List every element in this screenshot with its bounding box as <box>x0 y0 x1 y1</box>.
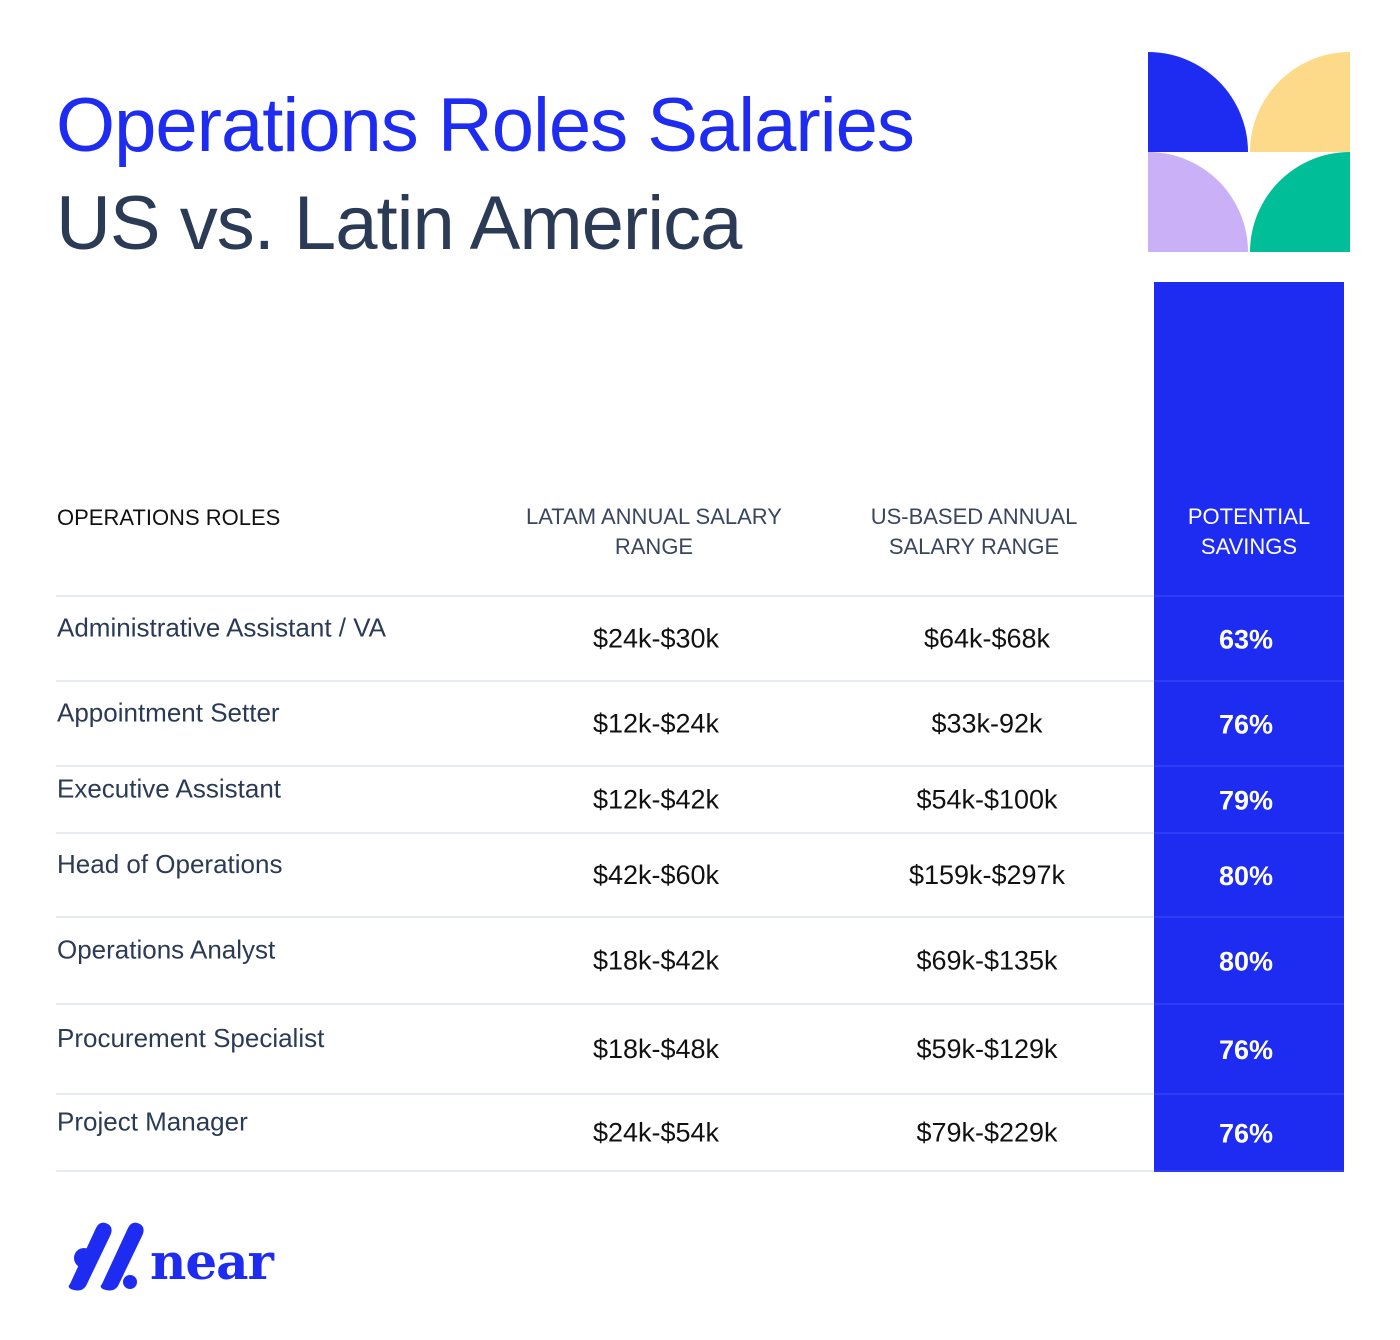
savings-cell: 63% <box>1219 625 1273 655</box>
brand-wordmark: near <box>150 1232 274 1291</box>
role-cell: Executive Assistant <box>57 774 282 804</box>
blue-quarter-shape <box>1148 52 1248 152</box>
role-cell: Operations Analyst <box>57 935 276 965</box>
page-title: Operations Roles Salaries <box>56 83 915 168</box>
role-cell: Administrative Assistant / VA <box>57 613 387 643</box>
column-header-roles: OPERATIONS ROLES <box>57 505 281 530</box>
latam-salary-cell: $18k-$48k <box>593 1034 720 1064</box>
role-cell: Appointment Setter <box>57 698 280 728</box>
role-cell: Head of Operations <box>57 849 282 879</box>
savings-cell: 76% <box>1219 710 1273 740</box>
near-logo-icon <box>68 1222 144 1291</box>
latam-salary-cell: $24k-$54k <box>593 1118 720 1148</box>
column-header-savings: POTENTIAL SAVINGS <box>1187 504 1311 559</box>
savings-cell: 79% <box>1219 786 1273 816</box>
column-header-us: US-BASED ANNUAL SALARY RANGE <box>870 504 1078 559</box>
savings-cell: 80% <box>1219 947 1273 977</box>
yellow-quarter-shape <box>1250 52 1350 152</box>
decorative-shapes-graphic <box>1148 52 1350 252</box>
us-salary-cell: $54k-$100k <box>916 785 1058 815</box>
savings-cell: 80% <box>1219 861 1273 891</box>
us-salary-cell: $159k-$297k <box>909 860 1066 890</box>
page-subtitle: US vs. Latin America <box>56 181 742 266</box>
latam-salary-cell: $12k-$42k <box>593 785 720 815</box>
us-salary-cell: $33k-92k <box>931 709 1043 739</box>
savings-cell: 76% <box>1219 1119 1273 1149</box>
salary-table: Administrative Assistant / VA $24k-$30k $6… <box>56 595 1344 1172</box>
lilac-quarter-shape <box>1148 152 1248 252</box>
us-salary-cell: $79k-$229k <box>916 1118 1058 1148</box>
column-header-latam: LATAM ANNUAL SALARY RANGE <box>526 504 782 559</box>
us-salary-cell: $69k-$135k <box>916 946 1058 976</box>
us-salary-cell: $59k-$129k <box>916 1034 1058 1064</box>
latam-salary-cell: $18k-$42k <box>593 946 720 976</box>
role-cell: Project Manager <box>57 1107 248 1137</box>
role-cell: Procurement Specialist <box>57 1023 325 1053</box>
savings-column-band <box>1154 282 1344 1172</box>
latam-salary-cell: $24k-$30k <box>593 624 720 654</box>
teal-quarter-shape <box>1250 152 1350 252</box>
latam-salary-cell: $12k-$24k <box>593 709 720 739</box>
savings-cell: 76% <box>1219 1035 1273 1065</box>
us-salary-cell: $64k-$68k <box>924 624 1051 654</box>
latam-salary-cell: $42k-$60k <box>593 860 720 890</box>
